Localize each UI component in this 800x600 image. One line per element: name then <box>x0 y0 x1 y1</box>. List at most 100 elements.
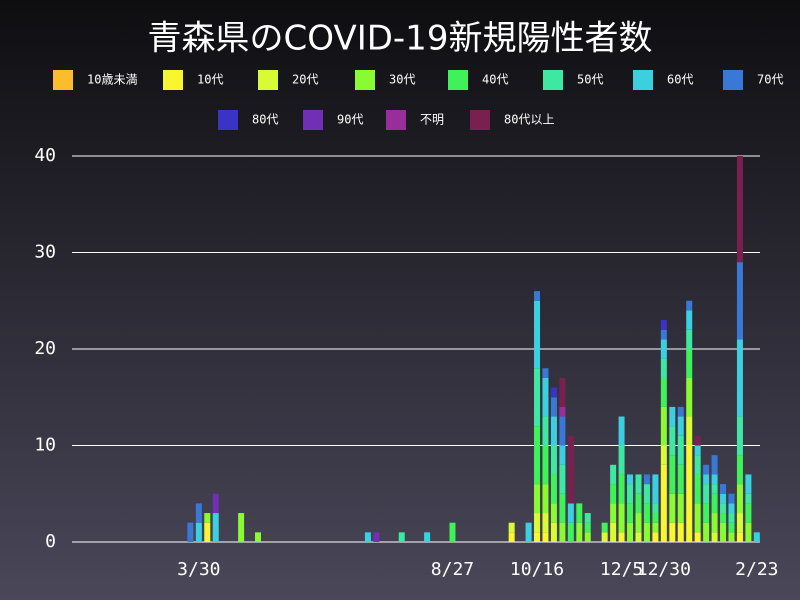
legend-swatch <box>543 70 563 90</box>
bar-segment <box>703 464 710 475</box>
bar-segment <box>238 513 245 542</box>
bar-segment <box>576 503 583 523</box>
bar-segment <box>720 522 727 542</box>
bar-segment <box>728 493 735 504</box>
legend-swatch <box>163 70 183 90</box>
bar-segment <box>677 406 684 417</box>
bar-segment <box>601 532 608 542</box>
bar-segment <box>686 329 693 349</box>
legend-label: 90代 <box>337 113 363 127</box>
legend-label: 10代 <box>197 73 223 87</box>
bar-segment <box>711 484 718 494</box>
bar-segment <box>610 522 617 542</box>
bar-segment <box>711 532 718 542</box>
bar-segment <box>669 522 676 542</box>
bar-segment <box>550 416 557 446</box>
bar-segment <box>745 474 752 494</box>
bar-segment <box>643 474 650 485</box>
bar-segment <box>652 503 659 514</box>
legend-label: 20代 <box>292 73 318 87</box>
bar-segment <box>677 522 684 542</box>
bar-segment <box>703 522 710 542</box>
bar-segment <box>643 503 650 523</box>
bar-segment <box>694 503 701 533</box>
bar-segment <box>542 368 549 378</box>
bar-segment <box>542 377 549 417</box>
bar-segment <box>669 455 676 494</box>
bar-segment <box>618 503 625 533</box>
bar-segment <box>618 445 625 475</box>
bar-segment <box>601 522 608 533</box>
bar-segment <box>686 349 693 378</box>
bar-segment <box>542 445 549 485</box>
bar-segment <box>686 300 693 311</box>
bar-segment <box>610 484 617 504</box>
bar-segment <box>534 300 541 369</box>
bar-segment <box>534 513 541 533</box>
bar-segment <box>677 464 684 494</box>
bar-segment <box>559 493 566 523</box>
x-tick-label: 2/23 <box>735 559 778 580</box>
bar-segment <box>255 532 262 542</box>
bar-segment <box>728 513 735 523</box>
bar-segment <box>559 416 566 446</box>
legend: 10歳未満 10代 20代 30代 40代 50代 60代 70代 80代 90代 不明 80代以上 <box>53 70 783 130</box>
bar-segment <box>584 513 591 523</box>
bar-segment <box>736 513 743 533</box>
bar-segment <box>711 455 718 475</box>
bar-segment <box>559 464 566 494</box>
legend-swatch <box>470 110 490 130</box>
bar-segment <box>711 493 718 514</box>
bar-segment <box>195 522 202 542</box>
bar-segment <box>550 503 557 523</box>
bar-segment <box>660 320 667 330</box>
bar-segment <box>660 339 667 359</box>
bar-segment <box>694 474 701 504</box>
x-tick-label: 8/27 <box>431 559 474 580</box>
bar-segment <box>542 532 549 542</box>
bar-segment <box>677 416 684 436</box>
legend-swatch <box>218 110 238 130</box>
bar-segment <box>711 474 718 485</box>
bar-segment <box>736 156 743 263</box>
bar-segment <box>550 474 557 504</box>
bar-segment <box>660 329 667 340</box>
bar-segment <box>660 464 667 542</box>
bar-segment <box>584 532 591 542</box>
bar-segment <box>610 464 617 485</box>
bar-segment <box>711 513 718 533</box>
bar-segment <box>736 339 743 417</box>
bar-segment <box>694 435 701 446</box>
bar-segment <box>660 377 667 407</box>
bar-segment <box>610 503 617 523</box>
y-tick-label: 10 <box>34 435 56 456</box>
legend-label: 50代 <box>577 73 603 87</box>
bar-segment <box>550 522 557 542</box>
bar-segment <box>720 503 727 514</box>
y-tick-label: 20 <box>34 338 56 359</box>
bar-segment <box>652 522 659 533</box>
bar-segment <box>534 291 541 301</box>
bar-segment <box>542 513 549 533</box>
legend-label: 30代 <box>389 73 415 87</box>
bar-segment <box>567 503 574 523</box>
bar-segment <box>559 406 566 417</box>
bar-segment <box>652 474 659 504</box>
bar-segment <box>736 262 743 340</box>
bar-segment <box>373 532 380 542</box>
x-tick-label: 3/30 <box>177 559 220 580</box>
legend-label: 不明 <box>420 113 444 127</box>
bar-segment <box>669 493 676 523</box>
bar-segment <box>736 484 743 514</box>
bar-segment <box>686 310 693 330</box>
bar-segment <box>364 532 371 542</box>
bar-segment <box>635 493 642 514</box>
legend-label: 60代 <box>667 73 693 87</box>
bar-segment <box>424 532 431 542</box>
bar-segment <box>627 474 634 485</box>
bar-segment <box>534 426 541 485</box>
y-tick-label: 30 <box>34 242 56 263</box>
bar-segment <box>720 493 727 504</box>
bar-segment <box>618 416 625 446</box>
